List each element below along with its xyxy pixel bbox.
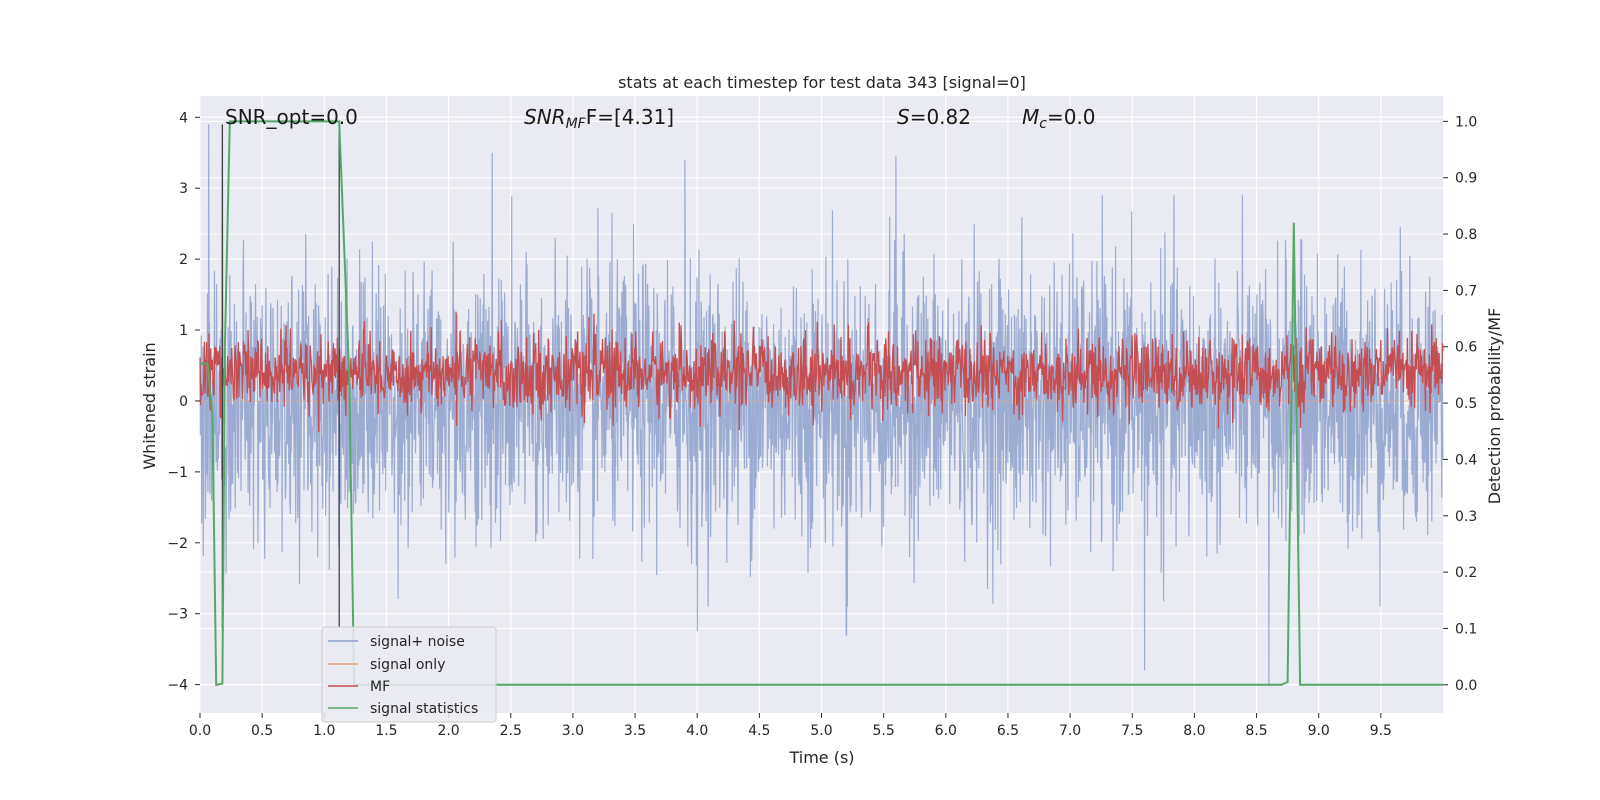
x-tick-label: 8.5 xyxy=(1245,723,1267,739)
y-tick-label: 4 xyxy=(179,110,188,126)
y-tick-label: −2 xyxy=(167,536,188,552)
y-tick-label: 2 xyxy=(179,252,188,268)
y2-tick-label: 1.0 xyxy=(1455,114,1477,130)
y2-tick-label: 0.9 xyxy=(1455,171,1477,187)
mc-main: M xyxy=(1022,105,1039,129)
x-tick-label: 0.5 xyxy=(251,723,273,739)
y2-tick-label: 0.5 xyxy=(1455,396,1477,412)
y2-tick-label: 0.6 xyxy=(1455,340,1477,356)
legend: signal+ noise signal only MF signal stat… xyxy=(321,626,497,723)
y-tick-label: −1 xyxy=(167,465,188,481)
y-tick-label: 0 xyxy=(179,394,188,410)
y2-tick-label: 0.7 xyxy=(1455,283,1477,299)
chart-title: stats at each timestep for test data 343… xyxy=(618,73,1026,92)
signal-statistics-line xyxy=(200,120,1443,686)
y-ticks: −4 −3 −2 −1 0 1 2 3 4 xyxy=(167,110,200,694)
x-tick-label: 6.5 xyxy=(997,723,1019,739)
annotation-mc: Mc=0.0 xyxy=(1022,105,1096,132)
x-tick-label: 7.5 xyxy=(1121,723,1143,739)
legend-label-signal-noise: signal+ noise xyxy=(370,634,465,650)
y-tick-label: −4 xyxy=(167,678,188,694)
x-tick-label: 1.5 xyxy=(375,723,397,739)
snr-mf-sub: MF xyxy=(566,116,587,132)
snr-mf-rest: F=[4.31] xyxy=(586,105,674,129)
x-tick-label: 0.0 xyxy=(189,723,211,739)
x-tick-label: 4.0 xyxy=(686,723,708,739)
y2-tick-label: 0.4 xyxy=(1455,452,1477,468)
signal-statistics-series xyxy=(200,120,1443,686)
x-tick-label: 7.0 xyxy=(1059,723,1081,739)
y2-tick-label: 0.2 xyxy=(1455,565,1477,581)
y2-axis-label: Detection probability/MF xyxy=(1485,308,1504,505)
x-axis-label: Time (s) xyxy=(788,748,854,767)
x-tick-label: 5.5 xyxy=(873,723,895,739)
x-tick-label: 8.0 xyxy=(1183,723,1205,739)
x-tick-label: 9.5 xyxy=(1370,723,1392,739)
y-tick-label: −3 xyxy=(167,607,188,623)
legend-box xyxy=(321,626,497,723)
snr-mf-main: SNR xyxy=(524,105,566,129)
y-tick-label: 3 xyxy=(179,181,188,197)
x-tick-label: 6.0 xyxy=(935,723,957,739)
legend-label-mf: MF xyxy=(370,679,390,695)
legend-label-signal-statistics: signal statistics xyxy=(370,701,478,717)
mf-series xyxy=(199,311,1444,433)
y2-tick-label: 0.1 xyxy=(1455,621,1477,637)
x-tick-label: 3.5 xyxy=(624,723,646,739)
annotation-snr-mf: SNRMFF=[4.31] xyxy=(524,105,674,132)
x-tick-label: 1.0 xyxy=(313,723,335,739)
x-tick-label: 2.5 xyxy=(500,723,522,739)
mf-line xyxy=(199,311,1444,433)
y-axis-label: Whitened strain xyxy=(140,342,159,469)
x-tick-label: 5.0 xyxy=(810,723,832,739)
y2-tick-label: 0.0 xyxy=(1455,678,1477,694)
legend-label-signal-only: signal only xyxy=(370,657,445,673)
s-main: S xyxy=(897,105,910,129)
annotation-s: S=0.82 xyxy=(897,105,971,129)
y2-tick-label: 0.3 xyxy=(1455,509,1477,525)
x-tick-label: 9.0 xyxy=(1308,723,1330,739)
mc-rest: =0.0 xyxy=(1047,105,1096,129)
y2-tick-label: 0.8 xyxy=(1455,227,1477,243)
mc-sub: c xyxy=(1039,116,1047,132)
annotation-snr-opt: SNR_opt=0.0 xyxy=(225,105,358,129)
x-ticks: 0.0 0.5 1.0 1.5 2.0 2.5 3.0 3.5 4.0 4.5 5.0 5.5 6.0 6… xyxy=(189,713,1392,739)
x-tick-label: 3.0 xyxy=(562,723,584,739)
y-tick-label: 1 xyxy=(179,323,188,339)
y2-ticks: 0.0 0.1 0.2 0.3 0.4 0.5 0.6 0.7 0.8 0.9 1.0 xyxy=(1443,114,1477,694)
vertical-markers xyxy=(221,124,340,628)
x-tick-label: 4.5 xyxy=(748,723,770,739)
x-tick-label: 2.0 xyxy=(437,723,459,739)
s-rest: =0.82 xyxy=(910,105,971,129)
